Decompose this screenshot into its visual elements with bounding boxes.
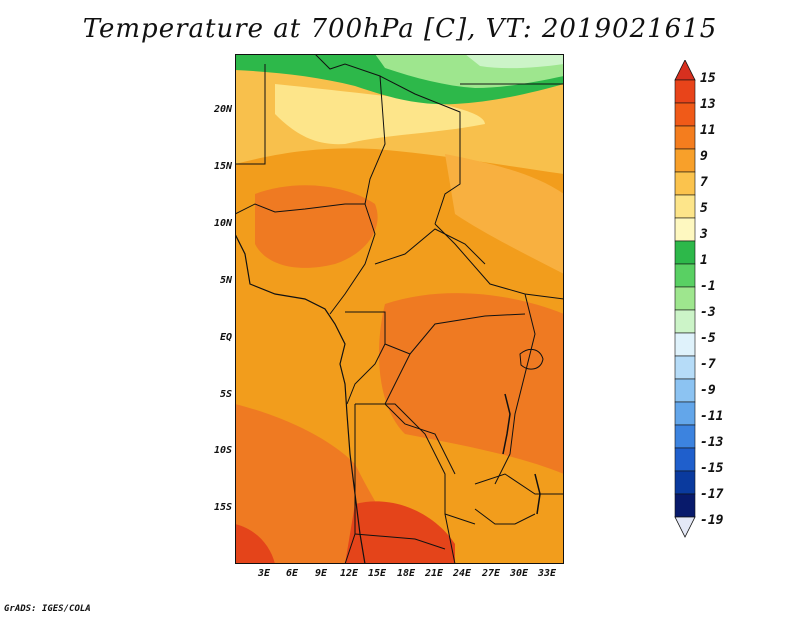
- colorbar-tick-label: 9: [700, 149, 708, 164]
- lat-tick-label: 15N: [213, 161, 232, 172]
- colorbar-swatch: [674, 378, 696, 403]
- temp-field-south-hot: [345, 501, 455, 564]
- credit-text: GrADS: IGES/COLA: [4, 604, 91, 614]
- lat-tick-label: 5N: [219, 275, 232, 286]
- colorbar: [670, 59, 700, 564]
- colorbar-swatch: [674, 125, 696, 150]
- map-border: [235, 54, 564, 564]
- colorbar-tick-label: -15: [700, 461, 724, 476]
- colorbar-tick-label: 15: [700, 71, 716, 86]
- colorbar-tick-label: -19: [700, 513, 724, 528]
- colorbar-tick-label: -3: [700, 305, 716, 320]
- coastline: [235, 233, 366, 564]
- colorbar-tick-label: -11: [700, 409, 724, 424]
- temp-field-southeast-warm: [379, 293, 564, 474]
- border-line: [434, 223, 564, 300]
- colorbar-swatch: [674, 447, 696, 472]
- border-line: [384, 353, 456, 475]
- border-line: [364, 75, 386, 205]
- temp-field-north-pale: [275, 84, 485, 145]
- colorbar-tick-label: 11: [700, 123, 716, 138]
- colorbar-tick-label: -17: [700, 487, 724, 502]
- lat-tick-label: 5S: [219, 389, 232, 400]
- colorbar-swatch: [674, 171, 696, 196]
- lake-victoria: [519, 348, 544, 370]
- lon-tick-label: 30E: [509, 568, 529, 579]
- temp-field-green-pale: [465, 54, 564, 69]
- border-line: [314, 54, 461, 225]
- colorbar-top-arrow: [674, 59, 696, 81]
- lon-tick-label: 33E: [537, 568, 557, 579]
- colorbar-tick-label: 7: [700, 175, 708, 190]
- lon-tick-label: 24E: [452, 568, 472, 579]
- temp-field-sw-hot: [235, 524, 275, 564]
- border-line: [345, 311, 386, 405]
- colorbar-tick-label: -1: [700, 279, 716, 294]
- lon-tick-label: 27E: [481, 568, 501, 579]
- lat-tick-label: 10N: [213, 218, 232, 229]
- colorbar-tick-label: 1: [700, 253, 708, 268]
- colorbar-tick-label: -7: [700, 357, 716, 372]
- border-line: [235, 64, 266, 165]
- colorbar-swatch: [674, 493, 696, 518]
- lake-malawi: [534, 473, 541, 515]
- border-line: [374, 228, 486, 265]
- colorbar-swatch: [674, 217, 696, 242]
- colorbar-tick-label: -13: [700, 435, 724, 450]
- border-line: [235, 203, 365, 215]
- colorbar-swatch: [674, 102, 696, 127]
- colorbar-tick-label: 13: [700, 97, 716, 112]
- lake-tanganyika: [502, 393, 511, 455]
- colorbar-swatch: [674, 148, 696, 173]
- lon-tick-label: 9E: [314, 568, 328, 579]
- colorbar-tick-label: 3: [700, 227, 708, 242]
- temp-field-east-cool: [445, 154, 564, 274]
- colorbar-swatch: [674, 79, 696, 104]
- colorbar-swatch: [674, 424, 696, 449]
- temperature-map: [235, 54, 564, 564]
- lat-tick-label: 15S: [213, 502, 232, 513]
- colorbar-tick-label: -9: [700, 383, 716, 398]
- map-title: Temperature at 700hPa [C], VT: 201902161…: [82, 14, 718, 44]
- colorbar-swatch: [674, 332, 696, 357]
- colorbar-swatch: [674, 309, 696, 334]
- lat-tick-label: 10S: [213, 445, 232, 456]
- colorbar-swatch: [674, 355, 696, 380]
- lon-tick-label: 6E: [285, 568, 299, 579]
- colorbar-swatch: [674, 263, 696, 288]
- colorbar-swatch: [674, 401, 696, 426]
- border-line: [384, 313, 526, 355]
- border-line: [354, 533, 446, 550]
- border-line: [355, 403, 476, 525]
- colorbar-swatch: [674, 240, 696, 265]
- colorbar-swatch: [674, 286, 696, 311]
- border-line: [494, 293, 536, 485]
- lon-tick-label: 21E: [424, 568, 444, 579]
- lon-tick-label: 12E: [339, 568, 359, 579]
- colorbar-tick-label: -5: [700, 331, 716, 346]
- lat-tick-label: 20N: [213, 104, 232, 115]
- lon-tick-label: 15E: [367, 568, 387, 579]
- temp-field-west-warm: [255, 185, 378, 268]
- border-line: [474, 508, 536, 525]
- border-line: [474, 473, 564, 495]
- lat-tick-label: EQ: [219, 332, 232, 343]
- border-line: [444, 513, 456, 564]
- colorbar-swatch: [674, 470, 696, 495]
- colorbar-swatches: [674, 59, 696, 538]
- lon-tick-label: 18E: [396, 568, 416, 579]
- colorbar-bottom-arrow: [674, 516, 696, 538]
- colorbar-swatch: [674, 194, 696, 219]
- lon-tick-label: 3E: [257, 568, 271, 579]
- colorbar-tick-label: 5: [700, 201, 708, 216]
- border-line: [329, 203, 376, 315]
